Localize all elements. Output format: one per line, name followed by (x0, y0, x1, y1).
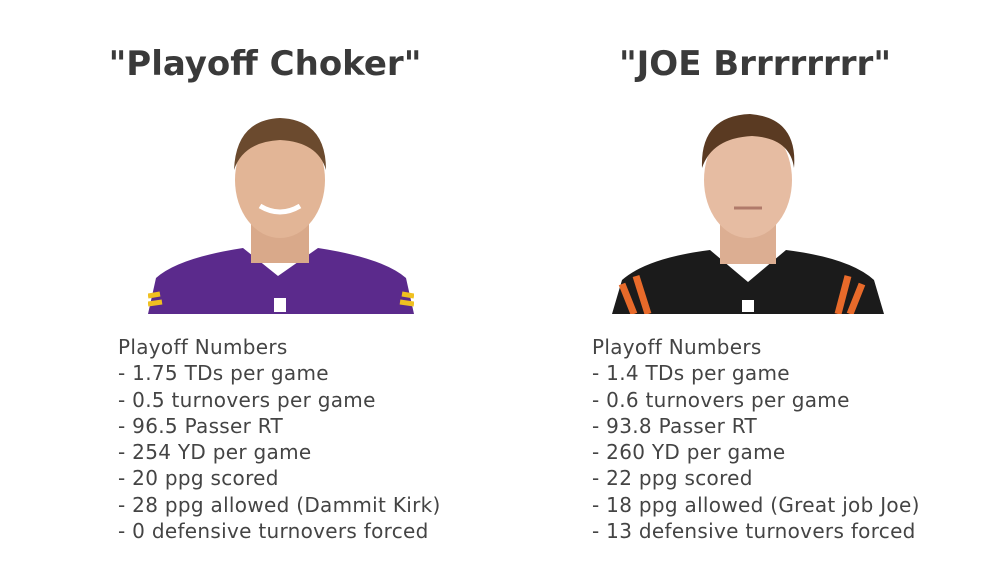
stat-item: - 1.4 TDs per game (592, 361, 790, 386)
column-title: "JOE Brrrrrrrr" (618, 44, 892, 84)
stat-item: - 22 ppg scored (592, 466, 753, 491)
stat-item: - 96.5 Passer RT (118, 413, 284, 438)
stat-item: - 260 YD per game (592, 440, 786, 465)
stats-heading: Playoff Numbers (118, 335, 288, 359)
player-photo (148, 118, 414, 314)
stat-item: - 0.5 turnovers per game (118, 387, 376, 412)
stats-list: Playoff Numbers - 1.4 TDs per game - 0.6… (592, 334, 920, 544)
stat-item: - 0.6 turnovers per game (592, 387, 850, 412)
stat-item: - 28 ppg allowed (Dammit Kirk) (118, 492, 441, 517)
stat-item: - 254 YD per game (118, 440, 312, 465)
stats-list: Playoff Numbers - 1.75 TDs per game - 0.… (118, 334, 441, 544)
player-photo (612, 114, 884, 314)
stat-item: - 18 ppg allowed (Great job Joe) (592, 492, 920, 517)
stat-item: - 1.75 TDs per game (118, 361, 329, 386)
stat-item: - 0 defensive turnovers forced (118, 519, 429, 544)
stats-heading: Playoff Numbers (592, 335, 762, 359)
column-title: "Playoff Choker" (108, 44, 422, 84)
stat-item: - 93.8 Passer RT (592, 413, 758, 438)
stat-item: - 20 ppg scored (118, 466, 279, 491)
stat-item: - 13 defensive turnovers forced (592, 519, 916, 544)
